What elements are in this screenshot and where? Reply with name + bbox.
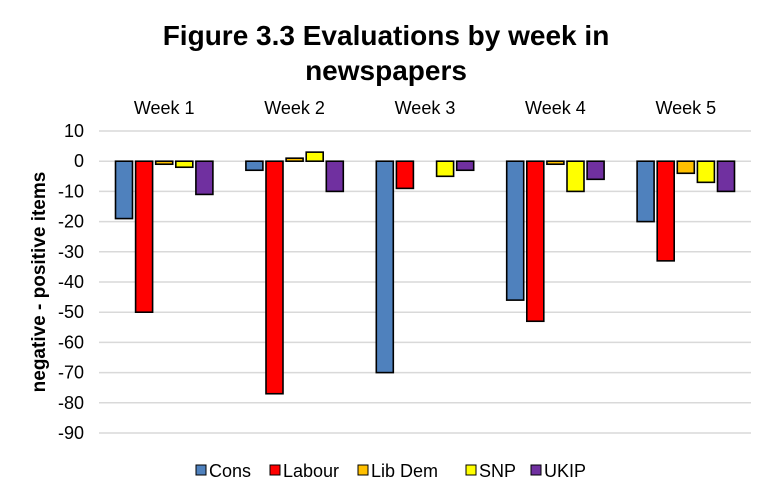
- bar-ukip-week-5: [716, 160, 736, 193]
- legend-label: UKIP: [544, 461, 586, 481]
- bar-labour-week-2: [265, 160, 284, 395]
- legend-label: Labour: [283, 461, 339, 481]
- bar-labour-week-3: [395, 160, 415, 190]
- legend-swatch: [357, 464, 369, 476]
- legend-swatch: [195, 464, 207, 476]
- bar-labour-week-5: [656, 160, 676, 262]
- y-tick-label: -60: [58, 332, 84, 352]
- chart-title: Figure 3.3 Evaluations by week in newspa…: [163, 20, 610, 86]
- bar-lib-dem-week-5: [676, 160, 696, 175]
- bar-snp-week-1: [175, 160, 194, 169]
- y-tick-label: -20: [58, 212, 84, 232]
- bar-snp-week-2: [305, 151, 325, 162]
- bar-ukip-week-3: [455, 160, 475, 172]
- legend-swatch: [530, 464, 542, 476]
- chart-title-line-2: newspapers: [305, 55, 467, 86]
- legend-swatch: [269, 464, 281, 476]
- legend-swatch: [465, 464, 477, 476]
- bar-cons-week-3: [375, 160, 395, 374]
- bar-labour-week-1: [134, 160, 154, 313]
- y-tick-label: -30: [58, 242, 84, 262]
- bar-labour-week-4: [525, 160, 545, 323]
- legend-label: Cons: [209, 461, 251, 481]
- bar-ukip-week-4: [586, 160, 605, 181]
- y-tick-label: 0: [74, 151, 84, 171]
- bar-lib-dem-week-2: [285, 157, 304, 162]
- bars: [114, 151, 736, 395]
- y-tick-label: -70: [58, 363, 84, 383]
- y-tick-label: 10: [64, 121, 84, 141]
- bar-cons-week-2: [245, 160, 264, 172]
- bar-ukip-week-1: [195, 160, 214, 196]
- category-labels: Week 1 Week 2 Week 3 Week 4 Week 5: [134, 98, 716, 118]
- legend-label: Lib Dem: [371, 461, 438, 481]
- y-tick-label: -40: [58, 272, 84, 292]
- y-axis-ticks: 10 0 -10 -20 -30 -40 -50 -60 -70 -80 -90: [58, 121, 84, 443]
- bar-snp-week-4: [566, 160, 585, 193]
- bar-cons-week-1: [114, 160, 134, 220]
- bar-snp-week-3: [435, 160, 455, 178]
- category-label: Week 4: [525, 98, 586, 118]
- y-tick-label: -80: [58, 393, 84, 413]
- bar-cons-week-4: [505, 160, 525, 301]
- category-label: Week 2: [264, 98, 325, 118]
- y-tick-label: -90: [58, 423, 84, 443]
- bar-lib-dem-week-1: [154, 160, 174, 166]
- bar-cons-week-5: [636, 160, 655, 223]
- legend-label: SNP: [479, 461, 516, 481]
- y-tick-label: -10: [58, 181, 84, 201]
- chart-title-line-1: Figure 3.3 Evaluations by week in: [163, 20, 610, 51]
- bar-ukip-week-2: [325, 160, 345, 193]
- category-label: Week 3: [395, 98, 456, 118]
- bar-snp-week-5: [696, 160, 716, 184]
- category-label: Week 1: [134, 98, 195, 118]
- bar-lib-dem-week-4: [546, 160, 565, 166]
- y-tick-label: -50: [58, 302, 84, 322]
- category-label: Week 5: [655, 98, 716, 118]
- y-axis-label: negative - positive items: [29, 172, 50, 393]
- legend: Cons Labour Lib Dem SNP UKIP: [195, 461, 586, 481]
